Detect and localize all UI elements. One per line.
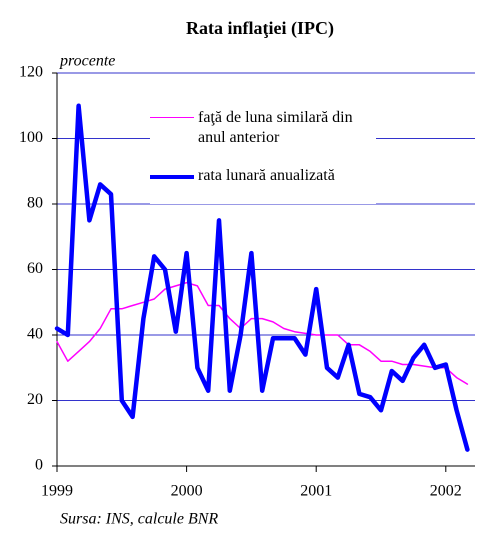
legend: faţă de luna similară din anul anterior r… — [150, 108, 376, 204]
legend-label: faţă de luna similară din anul anterior — [198, 109, 353, 146]
legend-swatch — [150, 175, 194, 179]
source: Sursa: INS, calcule BNR — [60, 511, 218, 528]
series-line — [54, 103, 470, 452]
x-tick-label: 1999 — [41, 483, 73, 500]
series-line — [56, 281, 469, 385]
legend-item: faţă de luna similară din anul anterior — [150, 108, 376, 148]
y-tick-label: 40 — [27, 326, 43, 343]
y-tick-label: 100 — [19, 129, 43, 146]
legend-label: rata lunară anualizată — [198, 167, 335, 184]
x-tick-label: 2002 — [430, 483, 462, 500]
y-axis-label: procente — [59, 53, 115, 70]
y-tick-label: 0 — [35, 457, 43, 474]
legend-swatch — [150, 117, 194, 118]
y-tick-label: 60 — [27, 260, 43, 277]
y-tick-label: 120 — [19, 64, 43, 81]
x-tick-label: 2000 — [171, 483, 203, 500]
chart-title: Rata inflaţiei (IPC) — [186, 18, 334, 39]
x-tick-label: 2001 — [300, 483, 332, 500]
legend-item: rata lunară anualizată — [150, 166, 376, 186]
y-tick-label: 80 — [27, 195, 43, 212]
y-tick-label: 20 — [27, 391, 43, 408]
